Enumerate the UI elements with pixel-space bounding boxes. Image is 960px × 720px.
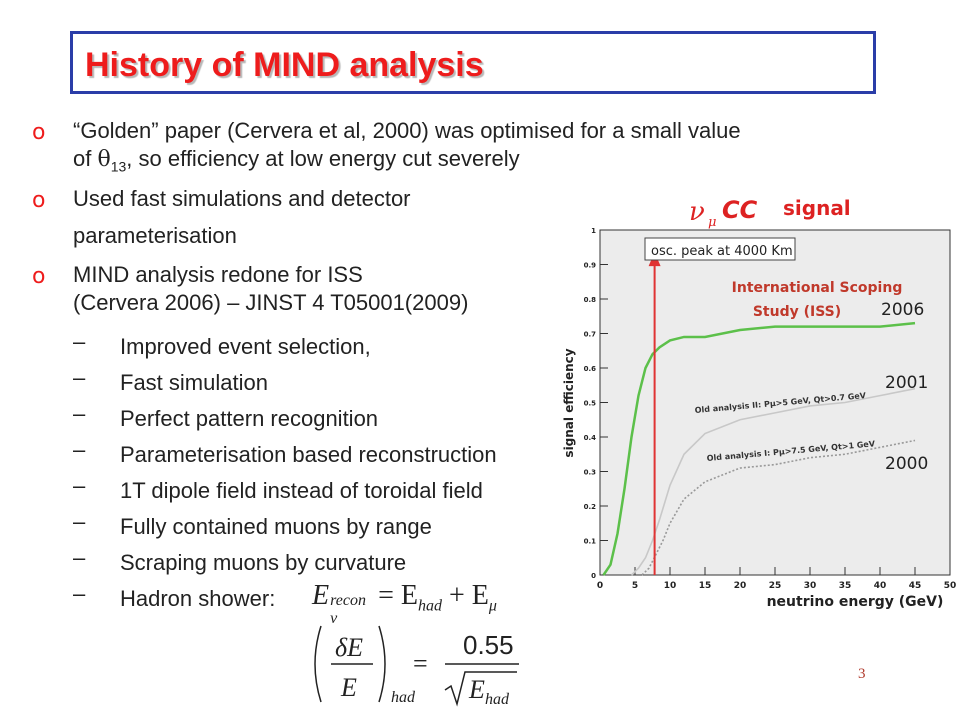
y-tick-label: 1 (591, 227, 596, 235)
plot-area (599, 229, 951, 576)
peak-annotation: osc. peak at 4000 Km (651, 244, 793, 259)
sub-dash: – (73, 401, 86, 426)
bullet-marker: o (32, 120, 46, 145)
x-tick-label: 50 (944, 581, 957, 591)
series-line-2001 (630, 387, 916, 576)
x-tick-label: 15 (699, 581, 712, 591)
sub-item: Fast simulation (120, 370, 268, 395)
delta-e-numerator: δE (335, 633, 363, 662)
sub-item: Fully contained muons by range (120, 514, 432, 539)
bullet-1-line-2: of θ13, so efficiency at low energy cut … (73, 146, 520, 175)
y-tick-label: 0.7 (584, 331, 597, 339)
x-tick-label: 30 (804, 581, 817, 591)
chart-title-nu: ν (689, 197, 705, 227)
bullet-2-line-2: parameterisation (73, 223, 237, 248)
x-tick-label: 20 (734, 581, 747, 591)
sub-dash: – (73, 329, 86, 354)
sub-dash: – (73, 473, 86, 498)
y-tick-label: 0.4 (584, 434, 597, 442)
y-tick-label: 0.9 (584, 262, 597, 270)
iss-label-1: International Scoping (732, 280, 903, 296)
sub-dash: – (73, 509, 86, 534)
sub-dash: – (73, 581, 86, 606)
bullet-3-line-2: (Cervera 2006) – JINST 4 T05001(2009) (73, 290, 469, 315)
series-line-2000 (641, 439, 916, 576)
y-tick-label: 0.2 (584, 503, 597, 511)
bullet-2-line-1: Used fast simulations and detector (73, 186, 411, 211)
had-subscript: had (391, 689, 416, 706)
sub-dash: – (73, 545, 86, 570)
y-tick-label: 0.5 (584, 400, 597, 408)
x-tick-label: 0 (597, 581, 603, 591)
efficiency-chart: ν μ CC signal 0 5 10 15 20 25 30 35 40 45 50 0 0.1 0.… (555, 175, 960, 615)
x-tick-label: 10 (664, 581, 677, 591)
right-paren (378, 625, 386, 703)
slide-title: History of MIND analysis (85, 46, 484, 84)
sub-item: Improved event selection, (120, 334, 371, 359)
sub-item: Scraping muons by curvature (120, 550, 407, 575)
bullet-1-line-1: “Golden” paper (Cervera et al, 2000) was… (73, 118, 741, 143)
series-label-2001: 2001 (885, 373, 928, 393)
sub-item: Perfect pattern recognition (120, 406, 379, 431)
chart-title-cc: CC (722, 196, 758, 224)
x-tick-label: 25 (769, 581, 782, 591)
title-box: History of MIND analysis (70, 31, 876, 94)
x-tick-label: 35 (839, 581, 852, 591)
y-tick-label: 0 (591, 572, 596, 580)
axis-ticks: 0 5 10 15 20 25 30 35 40 45 50 0 0.1 0.2 0.3 0.4 0.5 0.6 0… (584, 227, 957, 591)
y-tick-label: 0.3 (584, 469, 597, 477)
chart-title-signal: signal (783, 196, 851, 220)
plot-frame (599, 229, 951, 576)
chart-svg: ν μ CC signal 0 5 10 15 20 25 30 35 40 45 50 0 0.1 0.… (562, 196, 957, 610)
x-axis-label: neutrino energy (GeV) (767, 594, 944, 610)
y-axis-label: signal efficiency (562, 348, 576, 457)
sub-item: 1T dipole field instead of toroidal fiel… (120, 478, 483, 503)
sqrt-sign (444, 671, 517, 707)
left-paren (314, 625, 322, 703)
bullet-marker: o (32, 264, 46, 289)
chart-title-mu: μ (708, 215, 716, 230)
page-number: 3 (858, 666, 866, 682)
y-tick-label: 0.8 (584, 296, 597, 304)
series-line-2006 (602, 321, 916, 576)
iss-label-2: Study (ISS) (753, 304, 841, 320)
sqrt-e: E (468, 675, 485, 704)
sqrt-had: had (485, 691, 510, 708)
peak-annotation-box (644, 237, 796, 261)
e-denominator: E (340, 673, 357, 702)
sub-dash: – (73, 437, 86, 462)
bullet-3-line-1: MIND analysis redone for ISS (73, 262, 363, 287)
equation-line-2: δE E had = 0.55 E had (314, 625, 519, 708)
y-tick-label: 0.6 (584, 365, 597, 373)
x-tick-label: 45 (909, 581, 922, 591)
x-tick-label: 40 (874, 581, 887, 591)
bullet-marker: o (32, 188, 46, 213)
sub-item: Hadron shower: (120, 586, 276, 611)
series-label-2000: 2000 (885, 454, 928, 474)
rhs-numerator: 0.55 (463, 630, 514, 660)
sub-item: Parameterisation based reconstruction (120, 442, 497, 467)
series-lines (602, 252, 916, 576)
x-tick-label: 5 (632, 581, 638, 591)
equals-sign: = (413, 649, 428, 678)
y-tick-label: 0.1 (584, 538, 597, 546)
sub-dash: – (73, 365, 86, 390)
series-label-2006: 2006 (881, 300, 924, 320)
